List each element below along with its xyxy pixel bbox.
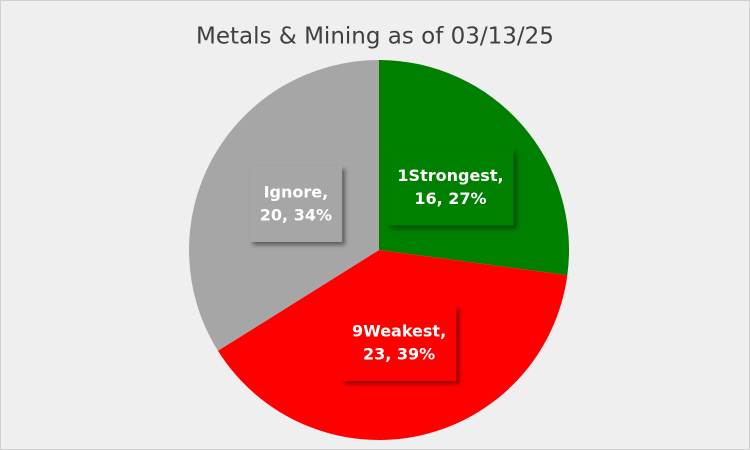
data-label: 1Strongest, 16, 27% bbox=[387, 149, 514, 226]
label-category: 9Weakest, bbox=[352, 321, 446, 340]
data-label: Ignore, 20, 34% bbox=[249, 165, 343, 242]
label-category: Ignore, bbox=[264, 182, 329, 201]
label-box bbox=[341, 304, 457, 381]
data-label: 9Weakest, 23, 39% bbox=[341, 304, 457, 381]
label-value: 16, 27% bbox=[414, 189, 486, 208]
label-category: 1Strongest, bbox=[397, 166, 503, 185]
label-value: 20, 34% bbox=[260, 205, 332, 224]
label-box bbox=[249, 165, 343, 242]
chart-title: Metals & Mining as of 03/13/25 bbox=[196, 24, 554, 50]
label-value: 23, 39% bbox=[363, 344, 435, 363]
label-box bbox=[387, 149, 514, 226]
